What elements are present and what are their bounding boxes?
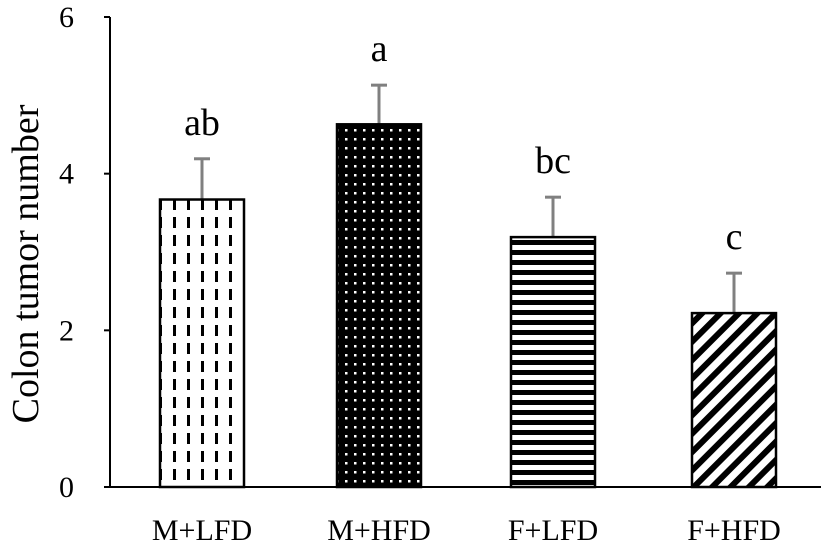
- y-tick-label: 4: [59, 158, 74, 191]
- category-label: F+LFD: [508, 514, 598, 547]
- category-label: M+LFD: [152, 514, 252, 547]
- x-axis-categories: M+LFD M+HFD F+LFD F+HFD: [152, 514, 781, 547]
- significance-label: bc: [535, 140, 571, 182]
- y-tick-label: 2: [59, 314, 74, 347]
- bar-f-hfd: [690, 311, 778, 489]
- significance-label: c: [726, 216, 743, 258]
- error-bars: [194, 83, 742, 314]
- category-label: M+HFD: [327, 514, 431, 547]
- significance-label: ab: [184, 102, 220, 144]
- significance-labels: ab a bc c: [184, 28, 742, 258]
- bars: [158, 123, 778, 489]
- bar-m-hfd: [335, 123, 423, 489]
- y-tick-label: 6: [59, 1, 74, 34]
- y-tick-label: 0: [59, 471, 74, 504]
- bar-f-lfd: [509, 235, 597, 489]
- category-label: F+HFD: [687, 514, 781, 547]
- y-axis-title: Colon tumor number: [5, 104, 47, 423]
- significance-label: a: [371, 28, 388, 70]
- bar-m-lfd: [158, 198, 246, 489]
- y-axis-ticks: 0 2 4 6: [59, 1, 110, 504]
